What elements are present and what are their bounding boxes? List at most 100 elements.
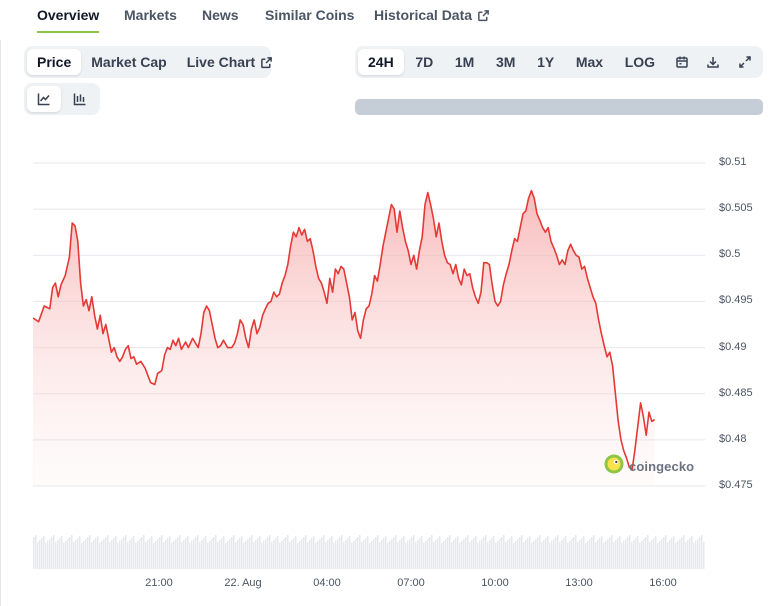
volume-bar [75, 540, 77, 569]
range-24h-button[interactable]: 24H [358, 49, 404, 75]
volume-bar [339, 537, 341, 569]
tab-news[interactable]: News [202, 7, 239, 23]
volume-bar [357, 537, 359, 569]
tab-similar-coins[interactable]: Similar Coins [265, 7, 355, 23]
volume-bar [517, 539, 519, 569]
price-button[interactable]: Price [27, 49, 82, 75]
range-7d-button[interactable]: 7D [415, 54, 434, 70]
volume-bar [297, 543, 299, 569]
volume-bar [541, 542, 543, 569]
live-chart-button[interactable]: Live Chart [177, 49, 283, 75]
range-1y-button[interactable]: 1Y [537, 54, 555, 70]
volume-bar [349, 536, 351, 569]
x-tick-label: 22. Aug [224, 577, 262, 589]
tab-overview[interactable]: Overview [37, 0, 100, 33]
volume-bar [89, 535, 91, 569]
volume-bar [527, 538, 529, 569]
volume-bar [679, 539, 681, 569]
volume-bar [97, 536, 99, 569]
volume-bar [129, 540, 131, 569]
volume-bar [167, 538, 169, 569]
range-3m-button[interactable]: 3M [495, 54, 516, 70]
volume-bar [421, 536, 423, 569]
volume-bar [189, 543, 191, 569]
volume-bar [233, 535, 235, 569]
volume-bar [479, 541, 481, 569]
volume-bar [269, 535, 271, 569]
range-max-button[interactable]: Max [575, 54, 604, 70]
tab-markets[interactable]: Markets [124, 7, 177, 23]
volume-bar [341, 535, 343, 569]
volume-bar [95, 538, 97, 569]
volume-bar [563, 538, 565, 569]
volume-bar [359, 535, 361, 569]
volume-bar [469, 542, 471, 569]
volume-bar [239, 538, 241, 569]
volume-bar [659, 541, 661, 569]
volume-bar [467, 535, 469, 569]
volume-bar [281, 541, 283, 569]
external-link-icon [477, 2, 490, 33]
volume-bar [347, 538, 349, 569]
fullscreen-button[interactable] [730, 49, 760, 75]
volume-bar [191, 541, 193, 569]
volume-bar [405, 543, 407, 569]
volume-bar [491, 538, 493, 569]
volume-bar [663, 537, 665, 569]
volume-bar [289, 542, 291, 569]
volume-bar [277, 536, 279, 569]
volume-bar [229, 539, 231, 569]
volume-bar [67, 539, 69, 569]
line-chart-button[interactable] [27, 86, 61, 112]
volume-bar [601, 536, 603, 569]
download-button[interactable] [698, 49, 728, 75]
volume-bar [35, 535, 37, 569]
volume-bar [575, 535, 577, 569]
volume-bar [185, 538, 187, 569]
volume-bar [685, 542, 687, 569]
volume-bar [413, 535, 415, 569]
volume-bar [525, 540, 527, 569]
y-tick-label: $0.485 [719, 386, 753, 399]
volume-bar [91, 542, 93, 569]
volume-bar [195, 537, 197, 569]
volume-bar [45, 543, 47, 569]
volume-bar [377, 535, 379, 569]
external-link-icon [260, 56, 273, 69]
volume-bar [225, 543, 227, 569]
date-picker-button[interactable] [667, 49, 697, 75]
volume-bar [419, 538, 421, 569]
volume-bar [353, 541, 355, 569]
range-navigator[interactable] [355, 99, 763, 115]
volume-bar [169, 536, 171, 569]
volume-bar [241, 536, 243, 569]
time-range-toggle: 24H 7D 1M 3M 1Y Max LOG [355, 46, 763, 78]
volume-bar [135, 543, 137, 569]
volume-bar [453, 540, 455, 569]
volume-bar [473, 538, 475, 569]
volume-bar [115, 536, 117, 569]
volume-bar [495, 543, 497, 569]
y-tick-label: $0.475 [719, 479, 753, 491]
range-1m-button[interactable]: 1M [454, 54, 475, 70]
tab-historical-data[interactable]: Historical Data [374, 0, 490, 33]
volume-bar [631, 542, 633, 569]
volume-bar [193, 539, 195, 569]
market-cap-button[interactable]: Market Cap [91, 54, 167, 70]
volume-bar [387, 543, 389, 569]
candlestick-chart-button[interactable] [63, 86, 97, 112]
volume-bar [105, 537, 107, 569]
volume-bar [581, 538, 583, 569]
line-chart-icon [37, 92, 51, 106]
volume-bar [537, 537, 539, 569]
volume-bar [509, 538, 511, 569]
volume-bar [331, 536, 333, 569]
volume-bar [53, 535, 55, 569]
volume-bar [505, 542, 507, 569]
volume-bar [403, 536, 405, 569]
volume-bar [137, 541, 139, 569]
log-scale-button[interactable]: LOG [624, 54, 656, 70]
volume-bar [323, 535, 325, 569]
volume-bar [681, 537, 683, 569]
